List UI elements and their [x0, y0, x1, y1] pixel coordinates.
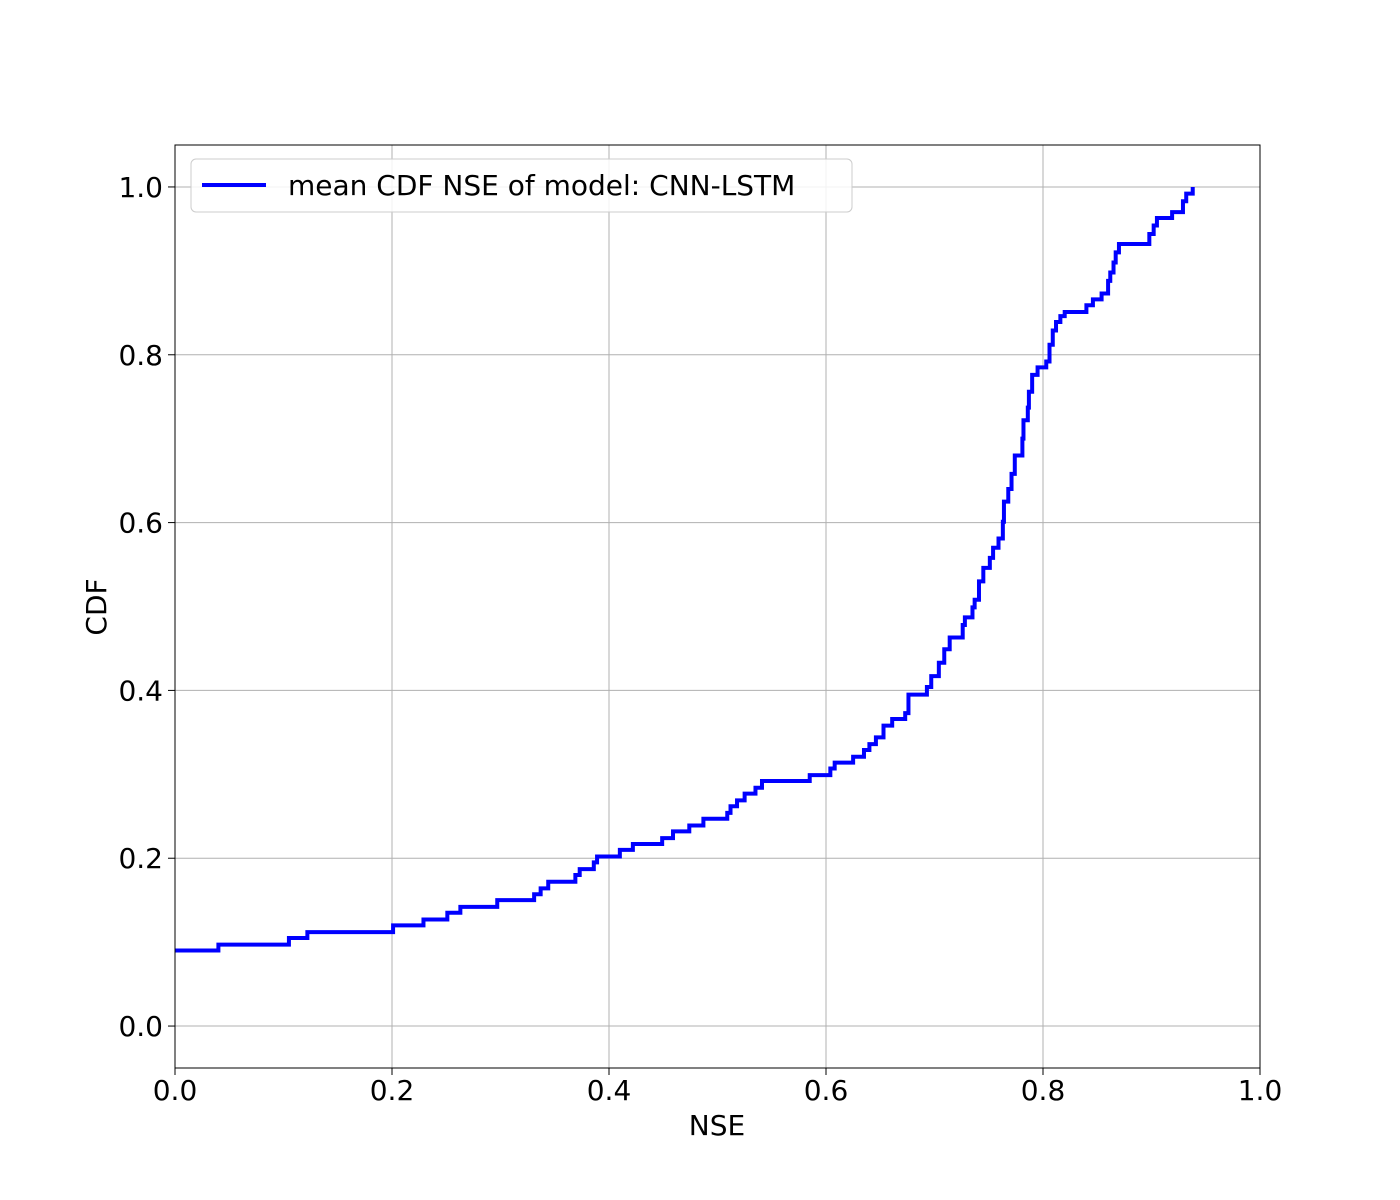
series-layer: [175, 186, 1195, 953]
x-tick-label: 0.6: [804, 1074, 849, 1107]
x-tick-label: 0.4: [587, 1074, 632, 1107]
x-tick-label: 0.0: [153, 1074, 198, 1107]
y-tick-label: 1.0: [118, 171, 163, 204]
series-line: [175, 186, 1195, 953]
y-tick-label: 0.2: [118, 842, 163, 875]
legend: mean CDF NSE of model: CNN-LSTM: [190, 158, 853, 213]
grid: [174, 145, 1261, 1068]
x-tick-label: 0.2: [370, 1074, 415, 1107]
x-axis-label: NSE: [689, 1109, 745, 1142]
y-tick-label: 0.6: [118, 507, 163, 540]
y-tick-label: 0.0: [118, 1010, 163, 1043]
x-tick-label: 1.0: [1238, 1074, 1283, 1107]
x-axis-ticks: 0.0 0.2 0.4 0.6 0.8 1.0: [153, 1068, 1283, 1107]
plot-frame: [174, 144, 1261, 1069]
legend-entry: mean CDF NSE of model: CNN-LSTM: [288, 169, 795, 202]
y-axis-label: CDF: [80, 578, 113, 635]
y-tick-label: 0.4: [118, 674, 163, 707]
y-axis-ticks: 0.0 0.2 0.4 0.6 0.8 1.0: [118, 171, 175, 1043]
x-tick-label: 0.8: [1021, 1074, 1066, 1107]
y-tick-label: 0.8: [118, 339, 163, 372]
legend-box: [190, 158, 853, 213]
